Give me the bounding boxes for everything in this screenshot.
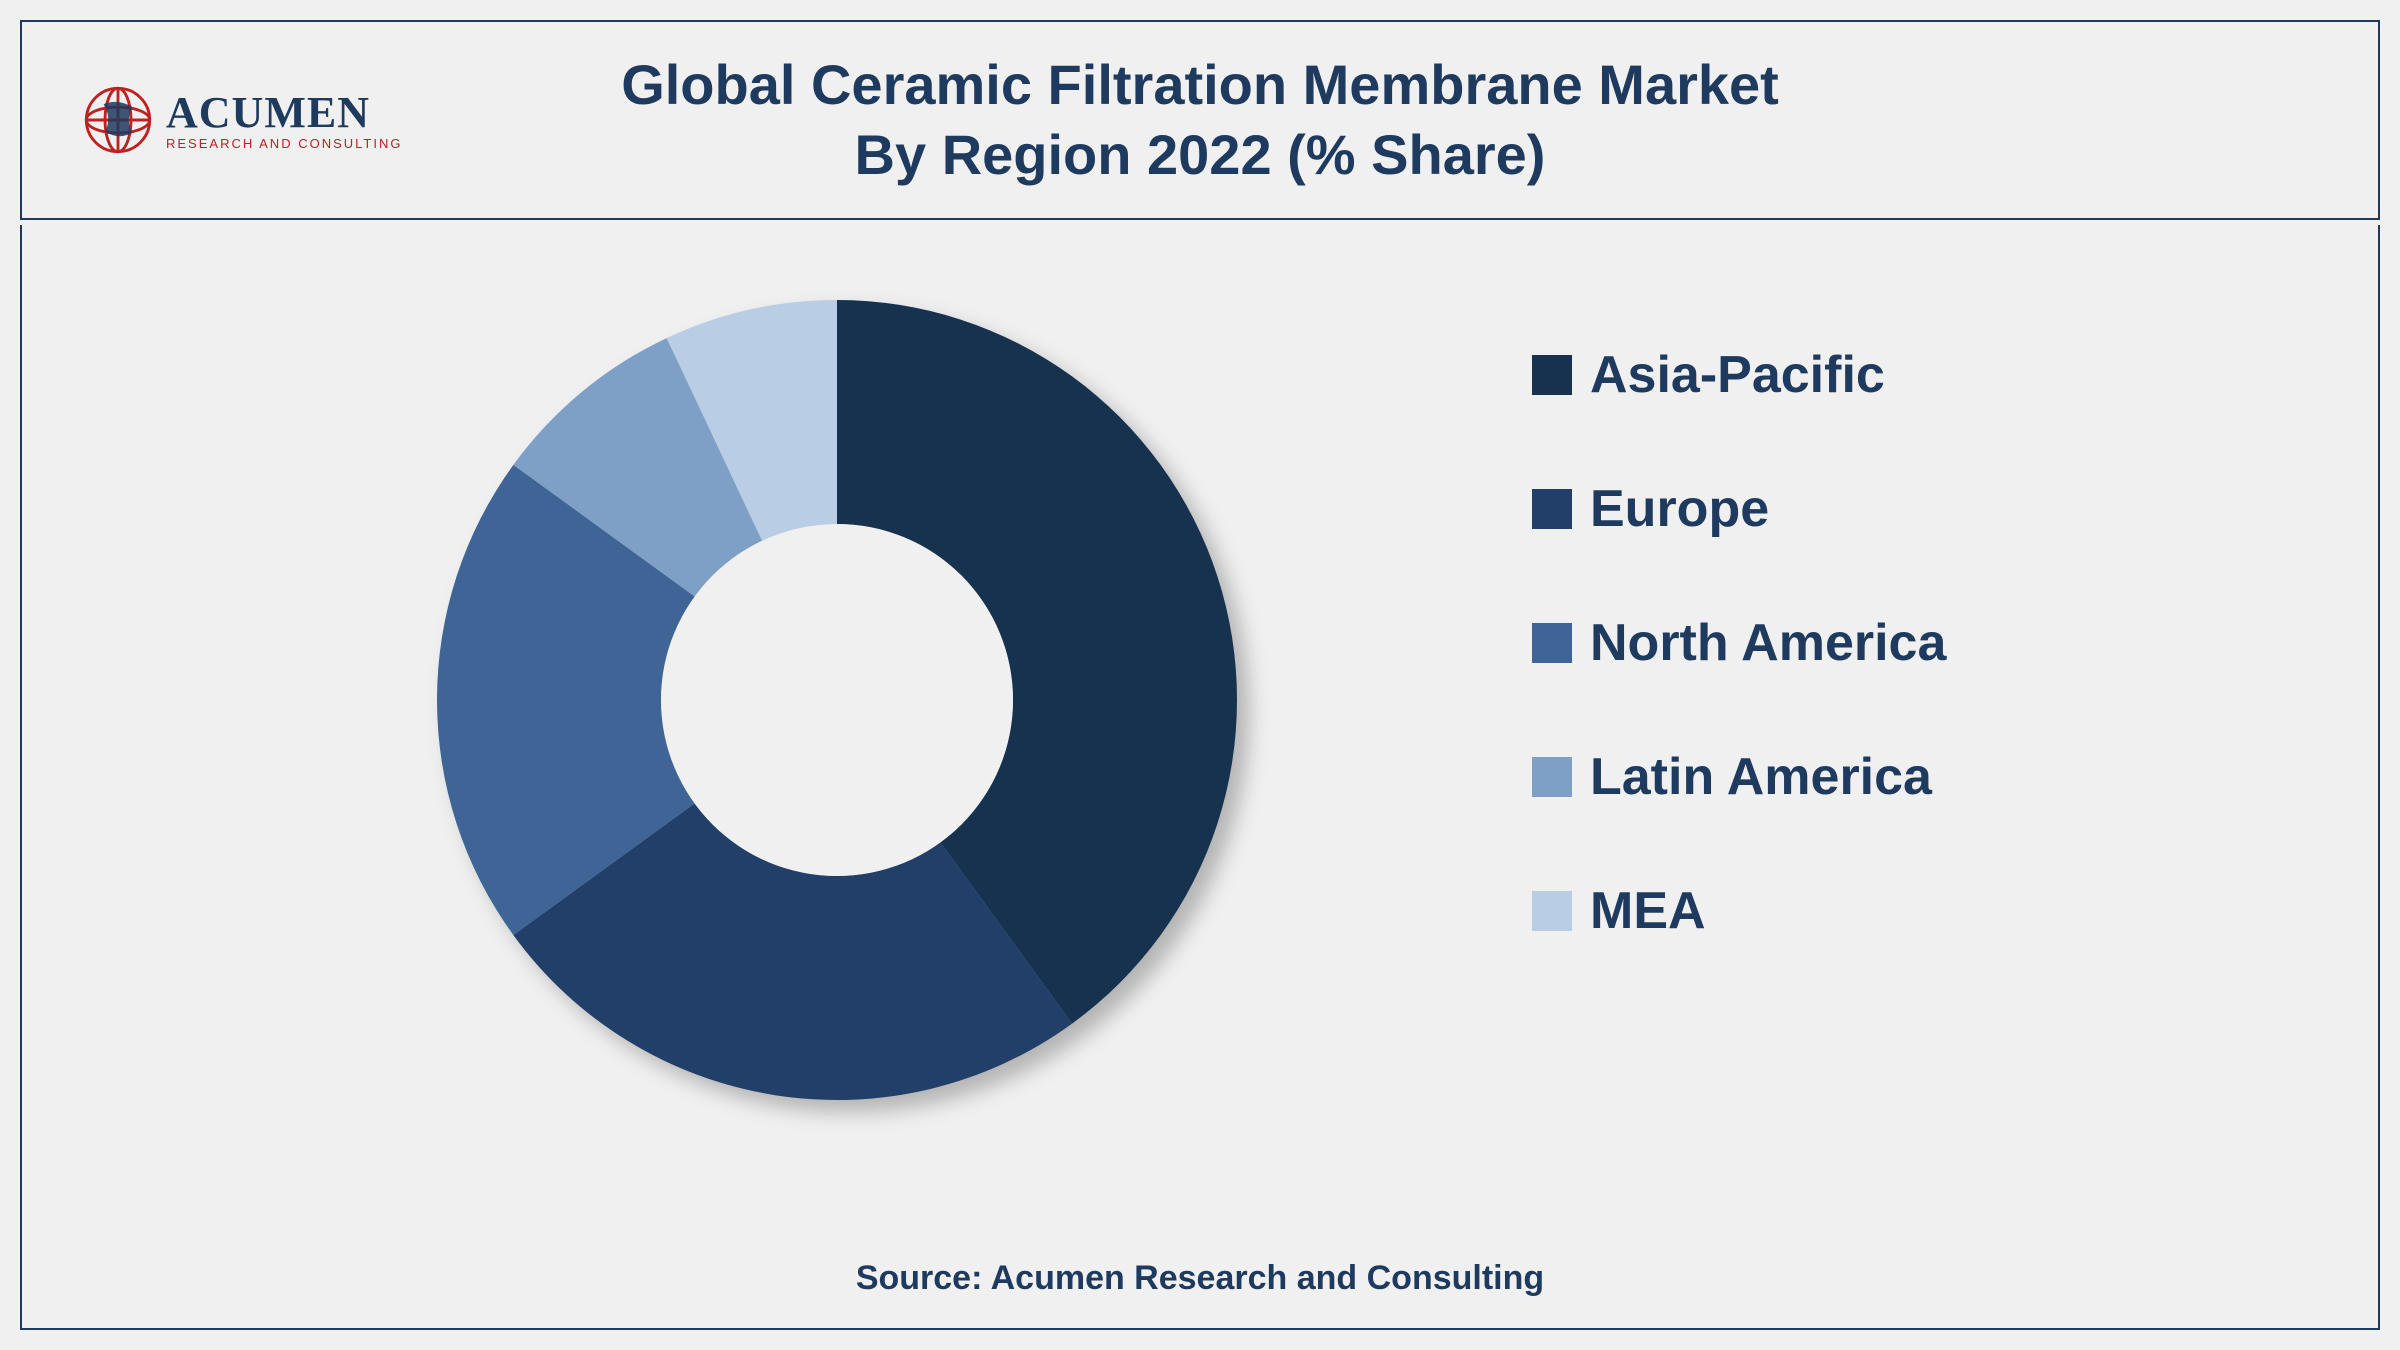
legend-label: Asia-Pacific bbox=[1590, 345, 1885, 405]
header-bar: ACUMEN RESEARCH AND CONSULTING Global Ce… bbox=[20, 20, 2380, 220]
legend-swatch bbox=[1532, 623, 1572, 663]
chart-body: Asia-Pacific Europe North America Latin Ame… bbox=[20, 225, 2380, 1330]
legend-label: MEA bbox=[1590, 881, 1706, 941]
legend-label: Latin America bbox=[1590, 747, 1932, 807]
legend-item: North America bbox=[1532, 613, 1946, 673]
logo-text-block: ACUMEN RESEARCH AND CONSULTING bbox=[166, 91, 402, 150]
legend-label: Europe bbox=[1590, 479, 1769, 539]
legend-item: Europe bbox=[1532, 479, 1946, 539]
legend-swatch bbox=[1532, 757, 1572, 797]
legend-item: Latin America bbox=[1532, 747, 1946, 807]
title-line-2: By Region 2022 (% Share) bbox=[855, 123, 1546, 186]
title-line-1: Global Ceramic Filtration Membrane Marke… bbox=[621, 53, 1779, 116]
brand-logo: ACUMEN RESEARCH AND CONSULTING bbox=[82, 84, 402, 156]
legend-item: Asia-Pacific bbox=[1532, 345, 1946, 405]
logo-main-text: ACUMEN bbox=[166, 91, 402, 135]
source-attribution: Source: Acumen Research and Consulting bbox=[22, 1259, 2378, 1298]
legend-swatch bbox=[1532, 891, 1572, 931]
logo-sub-text: RESEARCH AND CONSULTING bbox=[166, 137, 402, 150]
legend-item: MEA bbox=[1532, 881, 1946, 941]
donut-hole bbox=[661, 524, 1013, 876]
legend-label: North America bbox=[1590, 613, 1946, 673]
legend-swatch bbox=[1532, 355, 1572, 395]
legend: Asia-Pacific Europe North America Latin Ame… bbox=[1532, 345, 1946, 941]
legend-swatch bbox=[1532, 489, 1572, 529]
globe-icon bbox=[82, 84, 154, 156]
donut-chart bbox=[402, 265, 1272, 1135]
